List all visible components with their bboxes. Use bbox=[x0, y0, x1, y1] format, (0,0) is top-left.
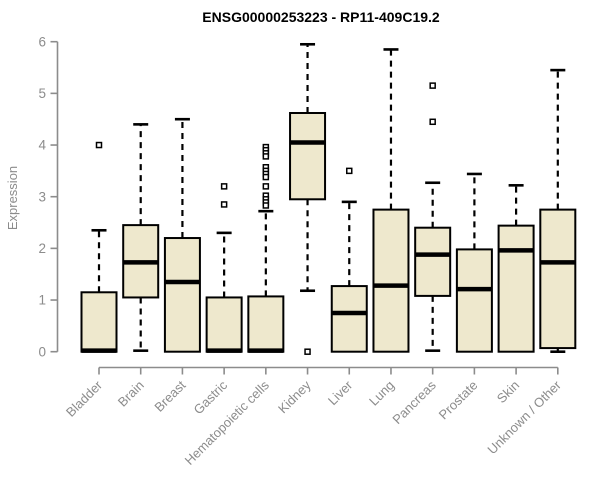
x-category-label: Liver bbox=[325, 377, 356, 408]
y-tick-label: 5 bbox=[38, 86, 46, 101]
outlier-point bbox=[262, 202, 270, 209]
y-tick-label: 1 bbox=[38, 293, 46, 308]
x-category-label: Pancreas bbox=[389, 377, 439, 427]
box-breast bbox=[163, 117, 201, 353]
iqr-box bbox=[330, 285, 368, 353]
y-tick-label: 2 bbox=[38, 241, 46, 256]
outlier-point bbox=[95, 141, 103, 149]
outlier-point bbox=[262, 153, 270, 160]
box-unknown-other bbox=[539, 68, 577, 354]
outlier-point bbox=[346, 167, 353, 175]
y-axis-title: Expression bbox=[5, 166, 20, 230]
outlier-point bbox=[304, 348, 311, 355]
box-pancreas bbox=[414, 82, 452, 352]
outlier-point bbox=[220, 201, 228, 208]
iqr-box bbox=[80, 291, 118, 353]
x-category-label: Brain bbox=[115, 378, 147, 410]
box-bladder bbox=[80, 141, 118, 353]
y-tick-label: 3 bbox=[38, 189, 46, 204]
box-hematopoietic-cells bbox=[247, 143, 285, 353]
x-category-label: Kidney bbox=[275, 377, 314, 416]
box-lung bbox=[372, 48, 410, 353]
iqr-box bbox=[497, 224, 535, 353]
x-category-label: Breast bbox=[151, 377, 188, 414]
box-brain bbox=[122, 123, 160, 352]
iqr-box bbox=[205, 296, 243, 353]
y-tick-label: 6 bbox=[38, 34, 46, 49]
iqr-box bbox=[539, 208, 577, 350]
outlier-point bbox=[220, 183, 228, 190]
iqr-box bbox=[414, 226, 452, 297]
x-category-label: Skin bbox=[494, 378, 522, 406]
iqr-box bbox=[289, 112, 327, 201]
outlier-point bbox=[429, 118, 436, 126]
y-tick-label: 4 bbox=[38, 138, 46, 153]
outlier-point bbox=[429, 82, 436, 89]
boxes bbox=[80, 42, 577, 355]
iqr-box bbox=[372, 208, 410, 353]
box-gastric bbox=[205, 183, 243, 353]
chart-title: ENSG00000253223 - RP11-409C19.2 bbox=[202, 9, 440, 25]
x-category-label: Gastric bbox=[191, 377, 231, 417]
outlier-point bbox=[262, 183, 270, 190]
x-category-label: Unknown / Other bbox=[484, 377, 564, 457]
x-category-label: Lung bbox=[366, 378, 397, 409]
y-tick-label: 0 bbox=[38, 344, 46, 359]
box-prostate bbox=[455, 172, 493, 353]
iqr-box bbox=[455, 248, 493, 353]
box-skin bbox=[497, 184, 535, 353]
box-liver bbox=[330, 167, 368, 353]
iqr-box bbox=[247, 295, 285, 353]
x-category-label: Prostate bbox=[436, 378, 481, 423]
x-category-label: Bladder bbox=[63, 377, 106, 420]
outlier-point bbox=[262, 173, 270, 181]
box-kidney bbox=[289, 42, 327, 355]
iqr-box bbox=[163, 237, 201, 353]
